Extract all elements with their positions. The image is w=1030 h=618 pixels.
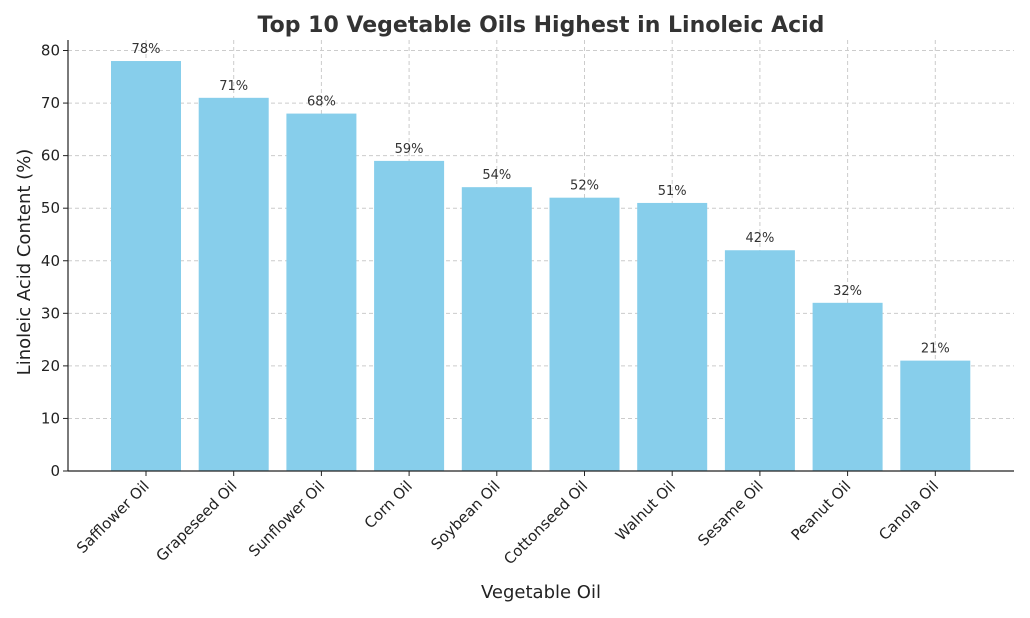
bars — [111, 61, 971, 472]
bar-value-label: 54% — [482, 168, 511, 183]
bar-value-label: 51% — [658, 184, 687, 199]
x-tick-label: Soybean Oil — [427, 477, 503, 553]
bar — [111, 61, 181, 472]
x-tick-label: Grapeseed Oil — [153, 477, 241, 565]
bar — [198, 97, 269, 471]
x-tick-label: Peanut Oil — [787, 477, 854, 544]
bar-value-label: 68% — [307, 95, 336, 110]
chart-title: Top 10 Vegetable Oils Highest in Linolei… — [258, 13, 825, 38]
y-tick-label: 20 — [41, 357, 60, 375]
y-tick-label: 10 — [41, 409, 60, 427]
y-tick-label: 0 — [50, 462, 60, 480]
bar — [461, 187, 532, 472]
y-tick-label: 70 — [41, 94, 60, 112]
x-tick-label: Cottonseed Oil — [500, 477, 591, 568]
x-tick-label: Corn Oil — [361, 477, 416, 532]
x-tick-label: Sunflower Oil — [245, 477, 328, 560]
bar — [637, 202, 708, 471]
bar-value-label: 71% — [219, 79, 248, 94]
y-tick-label: 50 — [41, 199, 60, 217]
y-axis-label: Linoleic Acid Content (%) — [14, 149, 35, 376]
data-labels: 78% 71% 68% 59% 54% 52% 51% 42% 32% 21% — [132, 42, 950, 357]
x-tick-label: Sesame Oil — [694, 477, 766, 549]
bar-value-label: 42% — [745, 231, 774, 246]
bar — [812, 302, 883, 471]
x-tick-label: Walnut Oil — [612, 477, 679, 544]
x-tick-label: Safflower Oil — [73, 477, 153, 557]
y-tick-label: 40 — [41, 252, 60, 270]
bar-value-label: 52% — [570, 179, 599, 194]
bar-value-label: 21% — [921, 342, 950, 357]
x-axis-label: Vegetable Oil — [481, 582, 601, 603]
bar — [900, 360, 971, 471]
bar-value-label: 32% — [833, 284, 862, 299]
bar — [374, 160, 445, 471]
y-tick-label: 30 — [41, 304, 60, 322]
x-tick-label: Canola Oil — [875, 477, 942, 544]
y-tick-label: 80 — [41, 42, 60, 60]
bar-value-label: 59% — [395, 142, 424, 157]
bar-value-label: 78% — [132, 42, 161, 57]
y-tick-label: 60 — [41, 147, 60, 165]
bar — [286, 113, 357, 472]
bar — [724, 250, 795, 471]
bar — [549, 197, 620, 471]
